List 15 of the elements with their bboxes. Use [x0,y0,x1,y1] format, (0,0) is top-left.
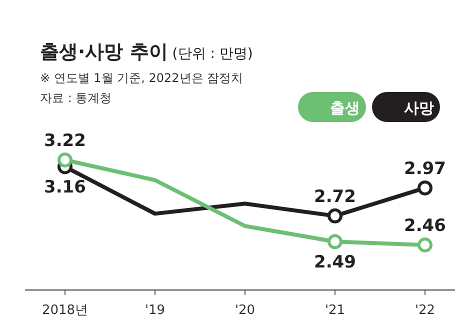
text: ※ 연도별 1월 기준, 2022년은 잠정치 [40,71,244,85]
data-label: 3.16 [44,178,86,198]
x-tick-label: '20 [234,303,256,318]
data-label: 2.46 [404,216,446,236]
chart-title: 출생·사망 추이 (단위 : 만명) [40,41,253,63]
x-tick-label: '22 [414,303,436,318]
x-tick-label: '19 [144,303,166,318]
data-label: 2.97 [404,158,446,179]
x-tick-label: 2018년 [42,303,88,318]
data-label: 3.22 [44,131,86,151]
text: 자료 : 통계청 [40,91,112,105]
x-tick-label: '21 [324,303,346,318]
legend-label: 사망 [404,99,434,117]
data-label: 2.49 [314,252,356,273]
data-label: 2.72 [314,186,356,207]
